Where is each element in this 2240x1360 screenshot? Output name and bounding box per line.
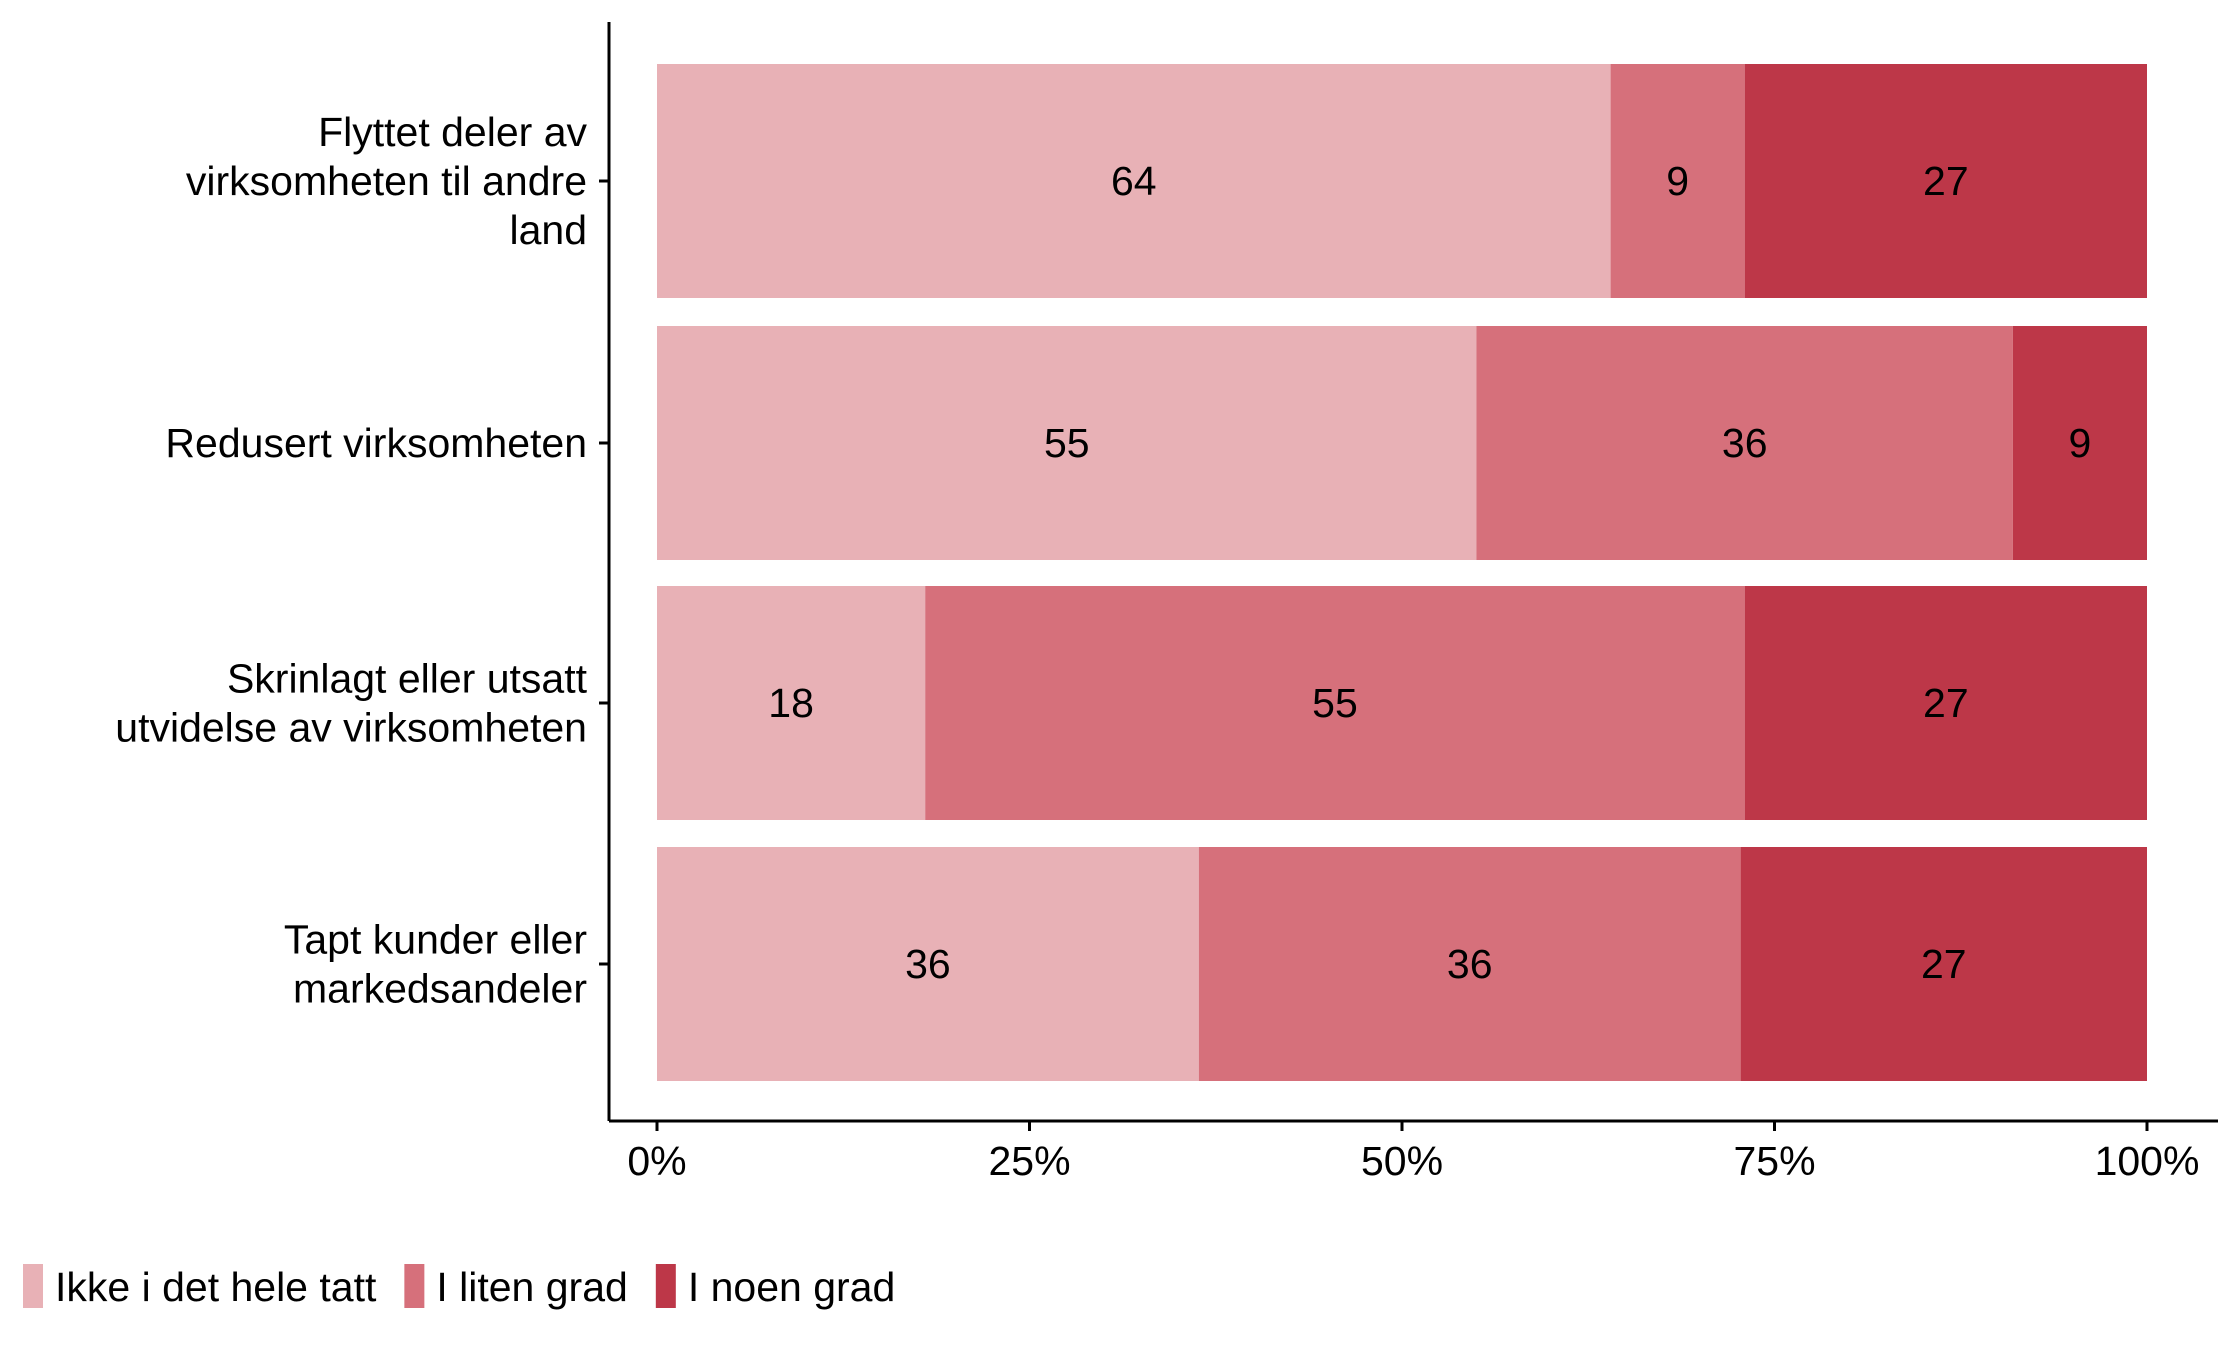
legend-label: I noen grad xyxy=(688,1264,895,1310)
bar-segment xyxy=(2012,326,2147,560)
y-tick-label: Tapt kunder eller xyxy=(284,917,587,963)
bar-segment xyxy=(1744,64,2147,298)
data-label: 27 xyxy=(1923,158,1969,204)
y-tick-label: Flyttet deler av xyxy=(318,109,587,155)
data-label: 36 xyxy=(1722,420,1768,466)
bar-segment xyxy=(1610,64,1745,298)
data-label: 55 xyxy=(1044,420,1090,466)
y-tick-label: markedsandeler xyxy=(293,966,587,1012)
bar-segment xyxy=(657,847,1199,1081)
data-label: 36 xyxy=(1447,941,1493,987)
data-label: 27 xyxy=(1923,680,1969,726)
legend-swatch xyxy=(655,1264,676,1308)
data-label: 9 xyxy=(2069,420,2092,466)
bar-segment xyxy=(1740,847,2147,1081)
data-label: 18 xyxy=(768,680,814,726)
bar-segment xyxy=(1198,847,1741,1081)
y-tick-label: utvidelse av virksomheten xyxy=(115,705,587,751)
legend-swatch xyxy=(404,1264,425,1308)
bar-segment xyxy=(657,586,926,820)
data-label: 27 xyxy=(1921,941,1967,987)
y-tick-label: Skrinlagt eller utsatt xyxy=(227,656,588,702)
legend-swatch xyxy=(23,1264,43,1308)
data-label: 64 xyxy=(1111,158,1157,204)
data-label: 36 xyxy=(905,941,951,987)
bar-segment xyxy=(657,64,1611,298)
y-tick-label: virksomheten til andre xyxy=(186,158,587,204)
legend-label: I liten grad xyxy=(436,1264,627,1310)
x-tick-label: 0% xyxy=(627,1138,686,1184)
y-tick-label: Redusert virksomheten xyxy=(165,420,587,466)
bar-segment xyxy=(1744,586,2147,820)
bar-segment xyxy=(1476,326,2013,560)
data-label: 55 xyxy=(1312,680,1358,726)
bar-segment xyxy=(925,586,1745,820)
x-tick-label: 100% xyxy=(2095,1138,2200,1184)
x-tick-label: 50% xyxy=(1361,1138,1443,1184)
x-tick-label: 75% xyxy=(1733,1138,1815,1184)
data-label: 9 xyxy=(1666,158,1689,204)
bar-segment xyxy=(657,326,1477,560)
y-tick-label: land xyxy=(509,207,587,253)
legend-label: Ikke i det hele tatt xyxy=(55,1264,377,1310)
x-tick-label: 25% xyxy=(988,1138,1070,1184)
